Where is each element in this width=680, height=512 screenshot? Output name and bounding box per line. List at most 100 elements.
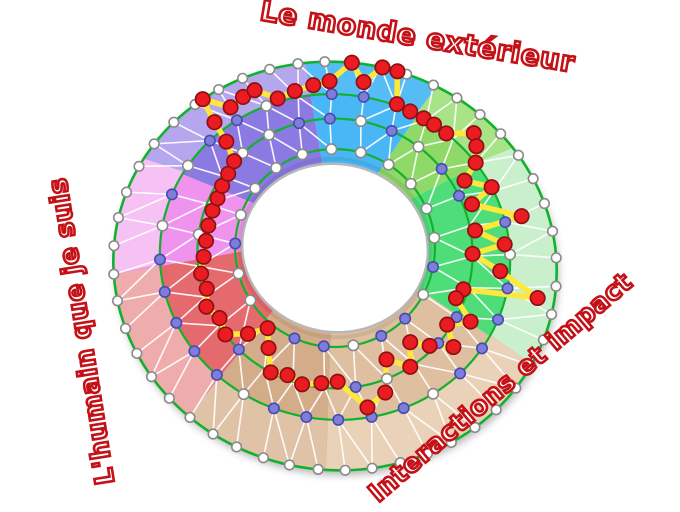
red-node <box>200 217 217 234</box>
center-hole <box>240 162 430 334</box>
white-node <box>546 225 559 237</box>
red-node <box>279 367 296 384</box>
red-node <box>439 316 456 333</box>
white-node <box>451 92 463 104</box>
red-node <box>462 313 479 330</box>
mesh-line <box>505 221 553 232</box>
mesh-line <box>352 345 357 388</box>
white-node <box>550 280 562 292</box>
red-node <box>513 208 530 225</box>
white-node <box>237 388 250 401</box>
mesh-line <box>370 416 402 464</box>
mesh-line <box>212 374 218 435</box>
white-node <box>108 240 120 252</box>
mesh-line <box>189 374 218 418</box>
wheel-generated <box>108 54 562 476</box>
white-node <box>394 457 406 469</box>
white-node <box>163 392 175 404</box>
white-node <box>296 148 309 161</box>
white-node <box>207 428 219 440</box>
purple-node <box>203 134 216 147</box>
purple-node <box>357 90 370 103</box>
white-node <box>347 339 360 352</box>
purple-node <box>170 316 183 329</box>
white-node <box>236 72 249 84</box>
mesh-line <box>414 363 461 375</box>
red-node <box>193 265 210 282</box>
red-node <box>467 154 484 171</box>
white-node <box>354 115 367 128</box>
red-node <box>321 73 338 90</box>
mesh-line <box>164 291 206 298</box>
white-node <box>354 146 367 159</box>
white-node <box>283 459 296 471</box>
red-node <box>259 320 276 337</box>
mesh-line <box>509 230 553 256</box>
purple-node <box>476 342 489 355</box>
mesh-line <box>113 224 163 247</box>
mesh-line <box>118 193 173 219</box>
mesh-line <box>459 372 497 411</box>
white-node <box>184 411 196 424</box>
white-node <box>474 108 486 121</box>
mesh-line <box>150 322 178 378</box>
white-node <box>537 334 550 346</box>
white-node <box>263 128 276 141</box>
purple-node <box>229 237 242 250</box>
purple-node <box>349 380 362 393</box>
red-node <box>269 90 286 107</box>
purple-node <box>453 189 466 202</box>
mesh-line <box>262 408 275 458</box>
red-node <box>483 179 500 196</box>
mesh-line <box>298 122 332 150</box>
mesh-line <box>173 121 211 142</box>
purple-node <box>230 114 243 127</box>
red-node <box>222 99 239 116</box>
mesh-line <box>337 419 373 469</box>
white-node <box>366 462 378 474</box>
purple-node <box>501 282 514 295</box>
sector-band-light-green <box>415 86 513 163</box>
white-node <box>490 404 502 416</box>
white-node <box>230 441 243 453</box>
purple-node <box>158 285 171 298</box>
red-node <box>463 196 480 213</box>
white-node <box>510 382 522 394</box>
red-node <box>464 245 481 262</box>
mesh-line <box>402 407 429 455</box>
mesh-line <box>337 419 347 471</box>
sector-band-tan-left <box>188 376 328 470</box>
red-node <box>402 103 419 120</box>
white-node <box>550 252 562 264</box>
purple-node <box>399 312 412 325</box>
red-node <box>438 125 455 142</box>
mesh-line <box>159 258 199 267</box>
purple-node <box>232 343 245 356</box>
purple-node <box>188 345 201 358</box>
mesh-line <box>159 233 200 261</box>
mesh-line <box>432 393 476 429</box>
mesh-line <box>468 286 508 290</box>
white-node <box>111 295 124 307</box>
mesh-line <box>162 224 199 236</box>
mesh-line <box>497 313 552 321</box>
white-node <box>404 177 417 190</box>
red-node <box>496 236 513 253</box>
sector-band-red <box>113 263 220 417</box>
mesh-line <box>497 318 544 341</box>
purple-node <box>293 117 306 130</box>
mesh-line <box>153 143 189 167</box>
mesh-line <box>139 164 188 168</box>
red-node <box>262 364 279 381</box>
red-node <box>377 384 394 401</box>
purple-node <box>267 402 280 415</box>
red-node <box>294 376 311 393</box>
purple-node <box>325 88 338 101</box>
white-node <box>249 182 262 195</box>
mesh-line <box>164 265 199 293</box>
mesh-line <box>360 130 393 154</box>
white-node <box>325 143 338 156</box>
mesh-line <box>171 193 208 205</box>
mesh-line <box>175 296 206 324</box>
mesh-line <box>238 300 252 350</box>
